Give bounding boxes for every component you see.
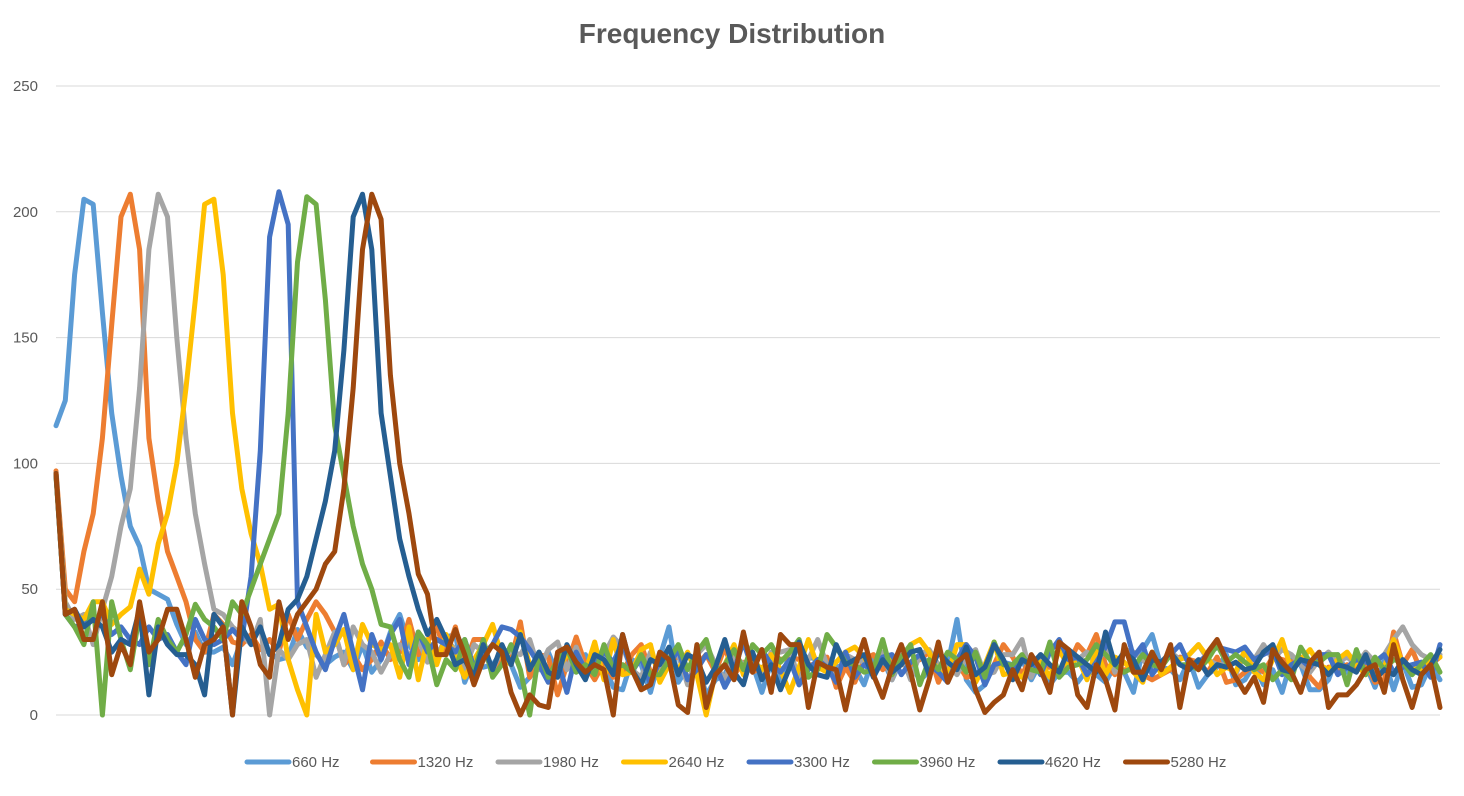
legend-item-1980-hz[interactable]: 1980 Hz [495, 754, 599, 771]
series-line-5280-hz [53, 191, 1443, 718]
series-line-4620-hz [53, 191, 1443, 718]
legend[interactable]: 660 Hz 1320 Hz 1980 Hz 2640 Hz 3300 Hz 3960 H… [244, 754, 1227, 771]
legend-label: 3960 Hz [920, 754, 976, 771]
y-tick-label: 200 [13, 204, 38, 221]
legend-item-5280-hz[interactable]: 5280 Hz [1123, 754, 1227, 771]
legend-label: 1320 Hz [418, 754, 474, 771]
y-tick-label: 50 [21, 581, 38, 598]
series-lines [53, 189, 1443, 718]
gridlines [56, 85, 1440, 716]
legend-item-3960-hz[interactable]: 3960 Hz [872, 754, 976, 771]
series-line-1320-hz [53, 191, 1443, 698]
legend-item-3300-hz[interactable]: 3300 Hz [746, 754, 850, 771]
legend-item-4620-hz[interactable]: 4620 Hz [997, 754, 1101, 771]
y-tick-label: 0 [30, 707, 38, 724]
y-tick-label: 250 [13, 78, 38, 95]
chart-title: Frequency Distribution [578, 18, 886, 49]
legend-label: 2640 Hz [669, 754, 725, 771]
legend-label: 660 Hz [292, 754, 340, 771]
legend-label: 3300 Hz [794, 754, 850, 771]
legend-label: 1980 Hz [543, 754, 599, 771]
series-line-660-hz [53, 196, 1443, 698]
y-tick-label: 100 [13, 455, 38, 472]
series-line-3300-hz [53, 189, 1443, 695]
y-tick-label: 150 [13, 330, 38, 347]
legend-item-2640-hz[interactable]: 2640 Hz [621, 754, 725, 771]
legend-label: 5280 Hz [1171, 754, 1227, 771]
legend-label: 4620 Hz [1045, 754, 1101, 771]
legend-item-660-hz[interactable]: 660 Hz [244, 754, 340, 771]
y-axis-tick-labels: 0 50 100 150 200 250 [13, 78, 38, 724]
legend-item-1320-hz[interactable]: 1320 Hz [370, 754, 474, 771]
